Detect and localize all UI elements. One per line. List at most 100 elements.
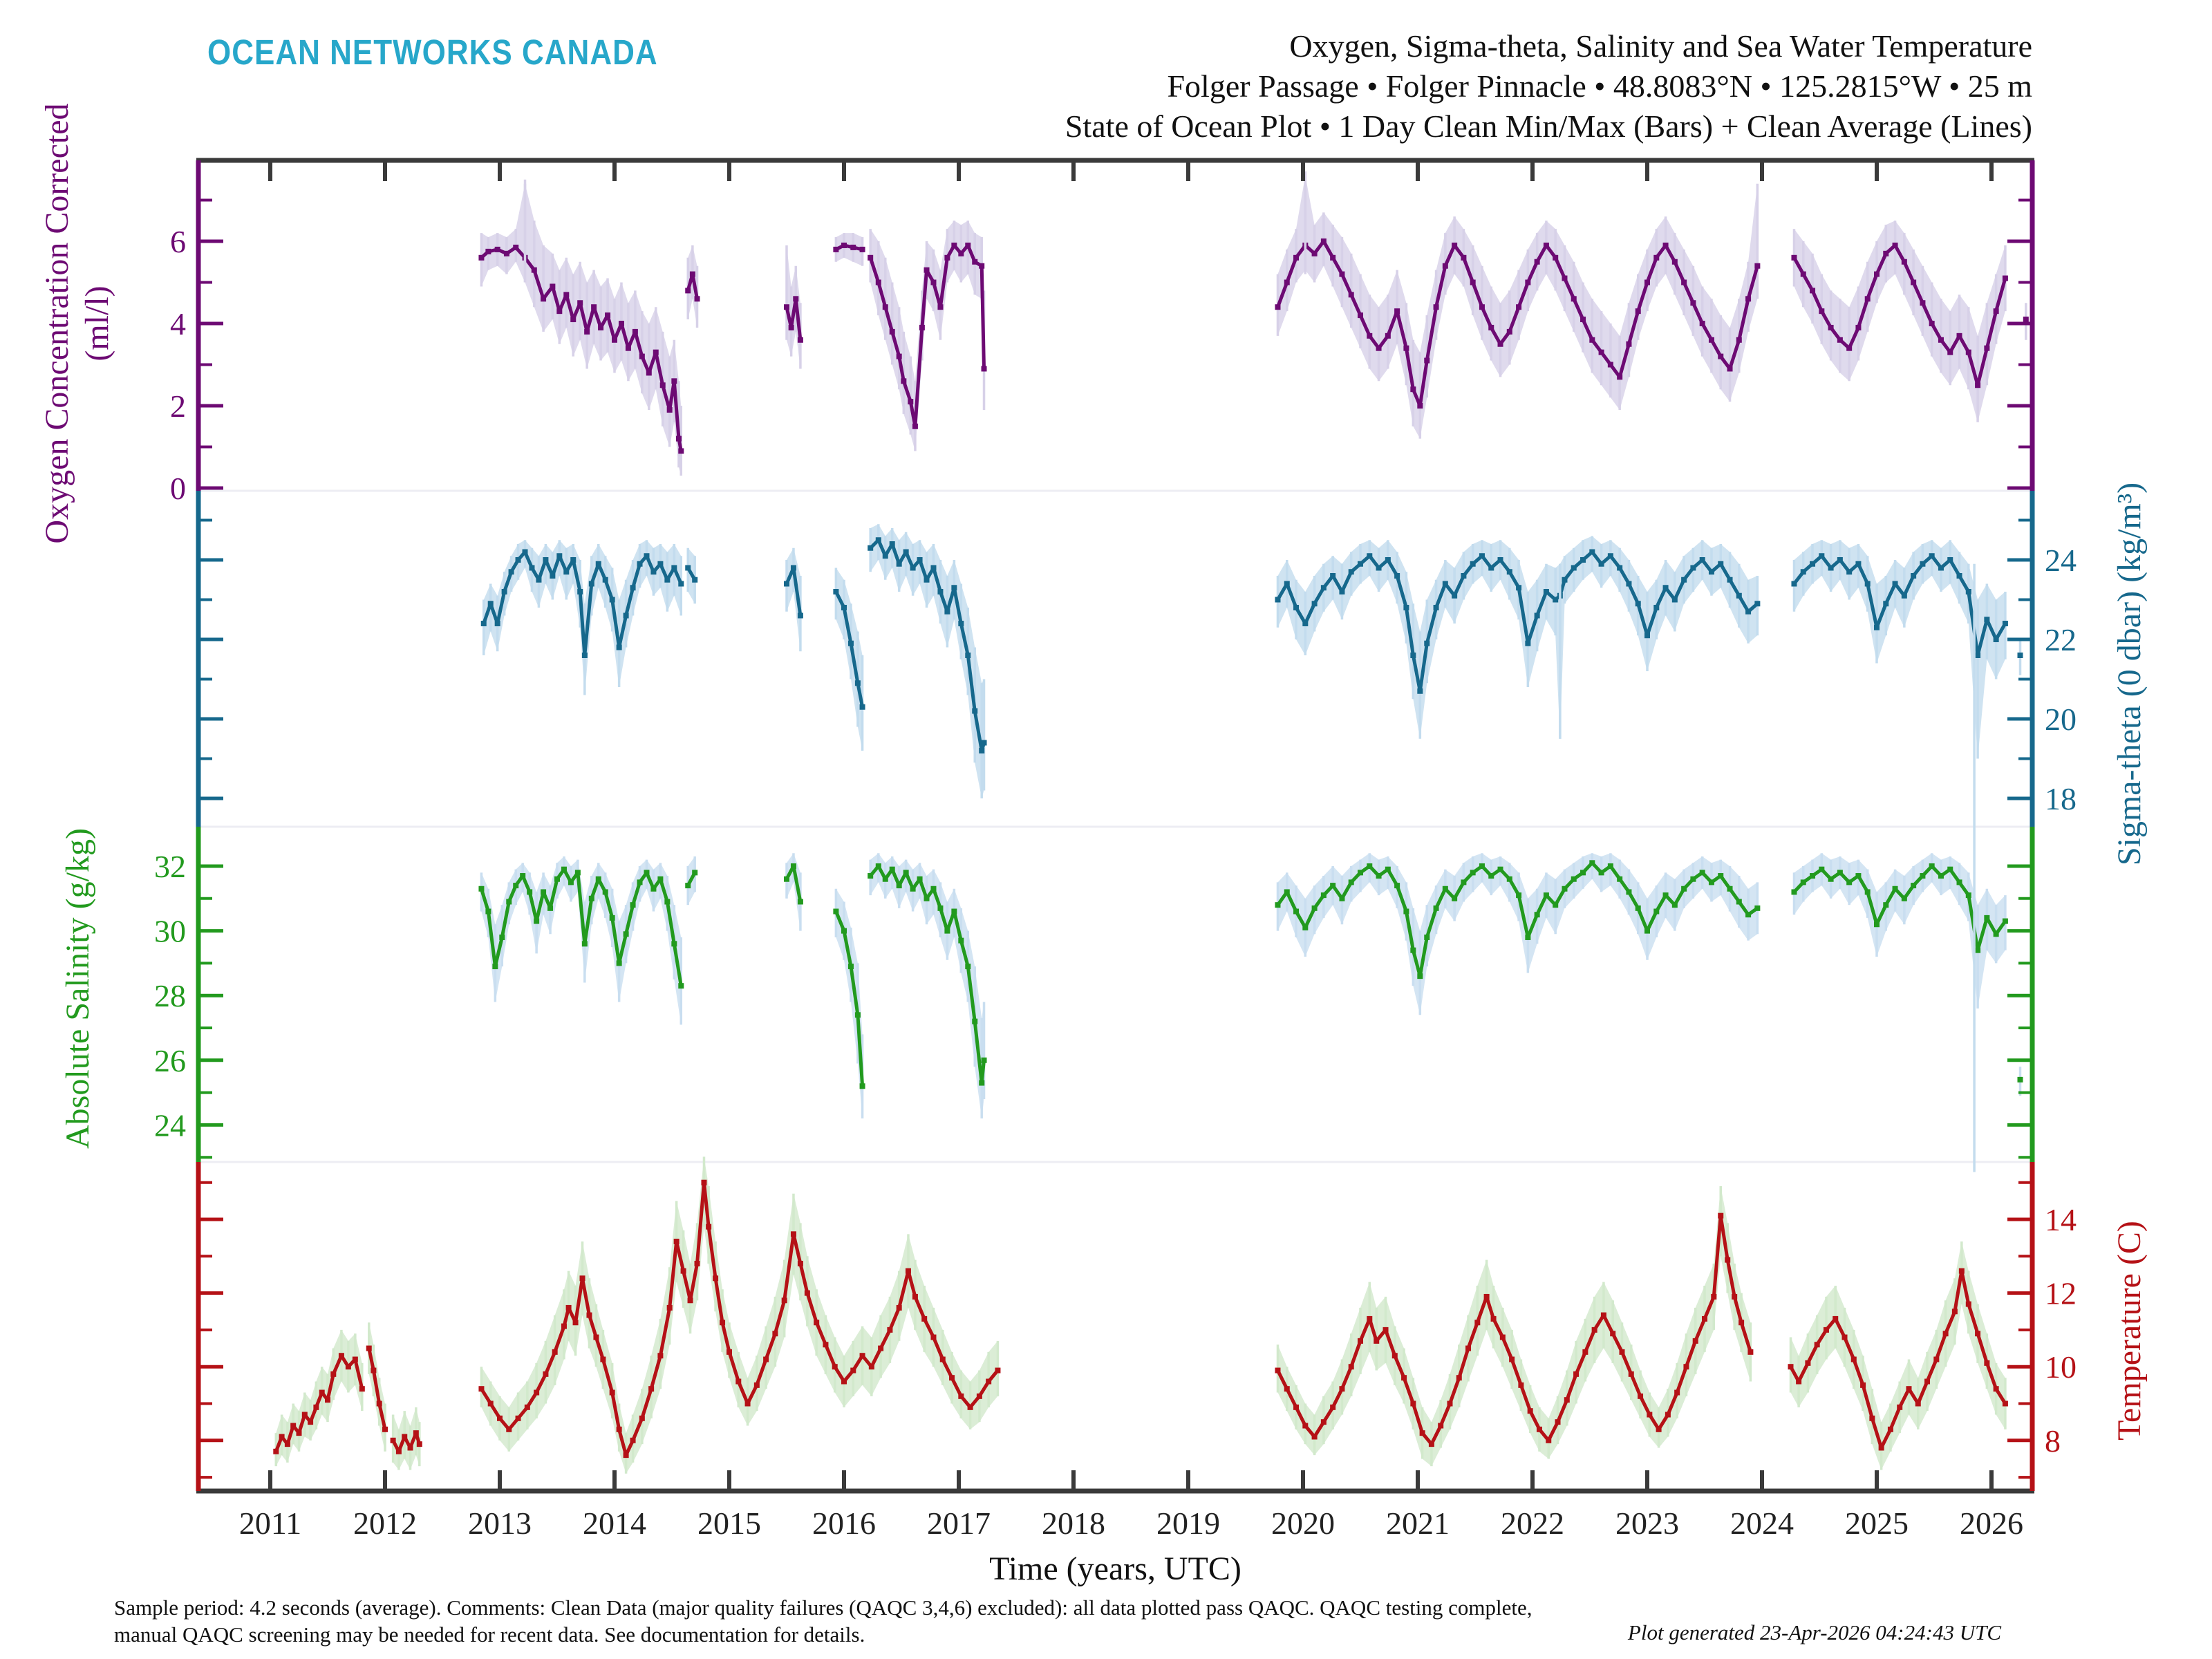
series-temperature-average-marker bbox=[1591, 1327, 1597, 1333]
series-temperature-average-marker bbox=[330, 1371, 337, 1377]
series-absolute_salinity-average-marker bbox=[1846, 879, 1853, 885]
series-absolute_salinity-average-marker bbox=[1929, 863, 1935, 869]
series-absolute_salinity-average-marker bbox=[1376, 873, 1382, 879]
series-oxygen-average-marker bbox=[1293, 254, 1300, 261]
series-oxygen-average-marker bbox=[1874, 271, 1880, 277]
series-oxygen-average-marker bbox=[1920, 300, 1926, 306]
series-absolute_salinity-average-marker bbox=[797, 899, 803, 905]
series-temperature-average-marker bbox=[296, 1430, 302, 1436]
series-absolute_salinity-average-marker bbox=[1424, 934, 1430, 940]
series-temperature-average-marker bbox=[720, 1320, 726, 1326]
series-temperature-average-marker bbox=[1293, 1404, 1300, 1410]
series-oxygen-average-marker bbox=[1543, 242, 1549, 248]
series-temperature-average-marker bbox=[648, 1386, 655, 1392]
series-oxygen-minmax-band bbox=[1794, 221, 2005, 422]
series-sigma_theta-average-marker bbox=[1828, 565, 1834, 571]
series-absolute_salinity-average-marker bbox=[1901, 895, 1907, 901]
series-oxygen-average-marker bbox=[1311, 250, 1318, 256]
series-sigma_theta-average-marker bbox=[678, 581, 684, 587]
series-sigma_theta-average-marker bbox=[1525, 640, 1531, 646]
series-absolute_salinity-average-marker bbox=[917, 876, 923, 882]
series-sigma_theta-average-marker bbox=[944, 608, 950, 615]
series-absolute_salinity-average-marker bbox=[1284, 889, 1290, 895]
series-oxygen-average-marker bbox=[972, 259, 978, 265]
series-temperature-average-line bbox=[367, 1347, 387, 1430]
series-absolute_salinity-average-marker bbox=[2002, 918, 2008, 924]
series-oxygen-average-marker bbox=[2023, 317, 2029, 323]
series-sigma_theta-average-marker bbox=[1302, 621, 1309, 626]
oxygen-tick-label: 2 bbox=[170, 388, 186, 424]
series-temperature-average-marker bbox=[534, 1389, 540, 1396]
sigma_theta-tick-label: 18 bbox=[2045, 781, 2077, 816]
series-temperature-average-marker bbox=[1410, 1400, 1416, 1407]
series-sigma_theta-average-marker bbox=[1339, 589, 1345, 594]
series-absolute_salinity-average-marker bbox=[657, 876, 664, 882]
series-oxygen-average-marker bbox=[550, 283, 556, 290]
series-temperature-average-marker bbox=[763, 1356, 769, 1362]
series-oxygen-average-marker bbox=[478, 254, 485, 261]
series-sigma_theta-average-marker bbox=[1653, 605, 1660, 610]
series-absolute_salinity-average-marker bbox=[1947, 866, 1953, 872]
series-absolute_salinity-average-marker bbox=[1727, 885, 1733, 892]
series-sigma_theta-average-marker bbox=[657, 561, 664, 567]
series-oxygen-average-marker bbox=[1911, 279, 1917, 285]
series-temperature-average-marker bbox=[1600, 1312, 1606, 1318]
series-sigma_theta-average-marker bbox=[1965, 589, 1971, 594]
series-temperature-average-marker bbox=[1718, 1212, 1724, 1219]
series-temperature-average-marker bbox=[413, 1430, 419, 1436]
series-sigma_theta-average-marker bbox=[1754, 601, 1761, 607]
series-absolute_salinity-average-marker bbox=[972, 1018, 978, 1024]
series-absolute_salinity-average-marker bbox=[1339, 895, 1345, 901]
series-absolute_salinity-average-marker bbox=[1534, 912, 1540, 918]
series-sigma_theta-average-marker bbox=[487, 601, 494, 607]
series-sigma_theta-average-marker bbox=[896, 561, 902, 567]
series-sigma_theta-average-marker bbox=[1275, 597, 1281, 603]
x-tick-label: 2020 bbox=[1271, 1506, 1335, 1541]
series-oxygen-average-marker bbox=[570, 317, 577, 323]
series-sigma_theta-average-marker bbox=[1708, 569, 1714, 575]
series-temperature-average-marker bbox=[1897, 1404, 1903, 1410]
series-oxygen-average-marker bbox=[1901, 259, 1907, 265]
series-temperature-average-marker bbox=[1499, 1334, 1506, 1340]
series-temperature-average-marker bbox=[561, 1323, 567, 1329]
series-absolute_salinity-average-marker bbox=[951, 908, 957, 915]
series-absolute_salinity-average-marker bbox=[1699, 870, 1705, 876]
series-sigma_theta-average-marker bbox=[1607, 553, 1613, 559]
series-absolute_salinity-average-marker bbox=[1920, 873, 1926, 879]
series-sigma_theta-average-marker bbox=[1626, 581, 1632, 587]
x-tick-label: 2014 bbox=[583, 1506, 646, 1541]
series-absolute_salinity-average-marker bbox=[965, 964, 971, 970]
series-temperature-average-marker bbox=[878, 1345, 884, 1351]
series-sigma_theta-average-marker bbox=[1433, 605, 1439, 610]
series-temperature-average-marker bbox=[338, 1353, 344, 1359]
series-sigma_theta-average-marker bbox=[924, 577, 930, 583]
series-absolute_salinity-average-marker bbox=[527, 889, 533, 895]
series-temperature-average-marker bbox=[1582, 1349, 1588, 1355]
series-oxygen-average-marker bbox=[1497, 341, 1503, 347]
absolute_salinity-tick-label: 24 bbox=[154, 1107, 186, 1143]
series-oxygen-average-marker bbox=[1330, 254, 1336, 261]
series-sigma_theta-average-marker bbox=[501, 589, 507, 594]
series-sigma_theta-average-marker bbox=[563, 569, 570, 575]
series-absolute_salinity-average-marker bbox=[859, 1083, 865, 1089]
series-temperature-average-marker bbox=[1573, 1371, 1580, 1377]
series-oxygen-average-marker bbox=[689, 271, 695, 277]
series-oxygen-average-marker bbox=[605, 312, 611, 319]
x-tick-label: 2011 bbox=[239, 1506, 301, 1541]
series-sigma_theta-average-marker bbox=[515, 557, 521, 563]
series-oxygen-average-marker bbox=[1358, 312, 1363, 319]
series-oxygen-average-marker bbox=[2002, 275, 2008, 281]
series-temperature-average-marker bbox=[487, 1400, 494, 1407]
series-oxygen-average-marker bbox=[896, 353, 902, 359]
series-absolute_salinity-average-marker bbox=[685, 883, 691, 889]
series-absolute_salinity-average-marker bbox=[1403, 908, 1409, 915]
series-sigma_theta-average-marker bbox=[1644, 632, 1650, 639]
x-tick-label: 2021 bbox=[1386, 1506, 1450, 1541]
series-absolute_salinity-average-marker bbox=[1874, 921, 1880, 928]
series-temperature-average-marker bbox=[402, 1434, 408, 1440]
series-absolute_salinity-average-marker bbox=[1810, 873, 1816, 879]
series-temperature-average-marker bbox=[976, 1393, 982, 1399]
series-absolute_salinity-average-marker bbox=[944, 928, 950, 934]
absolute_salinity-tick-label: 28 bbox=[154, 978, 186, 1013]
footer-comments: Sample period: 4.2 seconds (average). Co… bbox=[114, 1594, 1533, 1648]
